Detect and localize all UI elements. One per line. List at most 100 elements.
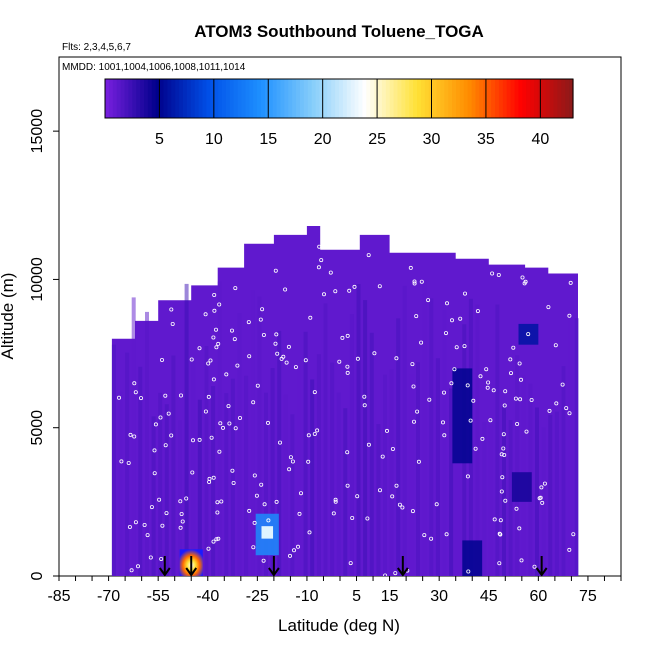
colorbar-swatch <box>436 79 441 118</box>
sample-point <box>468 418 473 423</box>
sample-point <box>308 315 313 320</box>
sample-point <box>462 291 467 296</box>
colorbar-swatch <box>498 79 504 118</box>
sample-point <box>190 470 195 475</box>
colorbar-swatch <box>362 79 367 118</box>
sample-point <box>286 344 291 349</box>
sample-point <box>259 482 264 487</box>
colorbar-swatch <box>557 79 562 118</box>
colorbar-swatch <box>237 79 243 118</box>
sample-point <box>366 253 371 258</box>
sample-point <box>333 497 338 502</box>
colorbar-swatch <box>456 79 461 118</box>
sample-point <box>400 505 405 510</box>
sample-point <box>274 332 279 337</box>
sample-point <box>414 314 419 319</box>
sample-point <box>215 500 220 505</box>
field-streak <box>224 393 229 576</box>
colorbar-swatch <box>405 79 410 118</box>
sample-point <box>345 450 350 455</box>
field-streak <box>482 422 487 576</box>
colorbar-swatch <box>417 79 422 118</box>
colorbar-swatch <box>272 79 278 118</box>
sample-point <box>538 495 543 500</box>
sample-point <box>366 442 371 447</box>
sample-point <box>553 343 558 348</box>
sample-point <box>513 396 518 401</box>
colorbar-swatch <box>475 79 480 118</box>
sample-point <box>158 415 163 420</box>
colorbar-swatch <box>147 79 153 118</box>
sample-point <box>362 394 367 399</box>
sample-point <box>179 512 184 517</box>
sample-point <box>567 411 572 416</box>
colorbar-frame <box>104 78 574 119</box>
sample-point <box>273 268 278 273</box>
sample-point <box>312 390 317 395</box>
colorbar-swatch <box>171 79 176 118</box>
sample-point <box>303 358 308 363</box>
field-streak <box>336 392 341 576</box>
colorbar-swatch <box>444 79 449 118</box>
x-axis: -85 -70 -55 -40 -25 -10 5 15 30 45 60 75 <box>47 576 622 605</box>
colorbar-swatch <box>307 79 313 118</box>
sample-point <box>138 396 143 401</box>
sample-point <box>411 419 416 424</box>
colorbar-swatch <box>198 79 204 118</box>
colorbar-swatch <box>471 79 477 118</box>
colorbar-swatch <box>381 79 387 118</box>
field-streak <box>343 408 348 576</box>
colorbar-swatch <box>339 79 344 118</box>
sample-point <box>415 409 420 414</box>
sample-point <box>331 511 336 516</box>
colorbar-swatch <box>335 79 340 118</box>
sample-point <box>170 321 175 326</box>
colorbar-swatch <box>108 79 114 118</box>
sample-point <box>148 555 153 560</box>
sample-point <box>501 432 506 437</box>
sample-point <box>211 475 216 480</box>
colorbar-swatch <box>366 79 371 118</box>
field-streak <box>455 404 460 576</box>
colorbar-swatch <box>112 79 118 118</box>
sample-point <box>410 362 415 367</box>
sample-point <box>288 455 293 460</box>
x-tick-label: -85 <box>47 588 70 605</box>
sample-point <box>517 526 522 531</box>
sample-point <box>178 525 183 530</box>
sample-point <box>159 357 164 362</box>
field-streak <box>449 388 454 576</box>
sample-point <box>207 476 212 481</box>
surface-arrow-head <box>185 567 198 577</box>
sample-point <box>492 517 497 522</box>
sample-point <box>498 532 503 537</box>
colorbar-swatch <box>311 79 317 118</box>
sample-point <box>333 289 338 294</box>
colorbar-swatch <box>132 79 137 118</box>
sample-point <box>262 502 267 507</box>
colorbar-swatch <box>518 79 523 118</box>
sample-point <box>383 573 388 576</box>
sample-point <box>178 499 183 504</box>
sample-point <box>355 356 360 361</box>
sample-point <box>416 459 421 464</box>
field-streak <box>151 416 156 576</box>
sample-point <box>508 357 513 362</box>
sample-point <box>529 397 534 402</box>
sample-point <box>273 341 278 346</box>
sample-point <box>224 372 229 377</box>
sample-point <box>491 388 496 393</box>
sample-point <box>488 418 493 423</box>
sample-point <box>132 381 137 386</box>
sample-point <box>297 511 302 516</box>
sample-point <box>217 449 222 454</box>
colorbar-swatch <box>409 79 414 118</box>
colorbar-swatch <box>167 79 172 118</box>
field-streak <box>402 285 407 576</box>
sample-point <box>197 346 202 351</box>
sample-point <box>564 406 569 411</box>
sample-point <box>462 344 467 349</box>
sample-point <box>293 365 298 370</box>
colorbar-swatch <box>136 79 141 118</box>
x-tick-label: 75 <box>579 588 597 605</box>
